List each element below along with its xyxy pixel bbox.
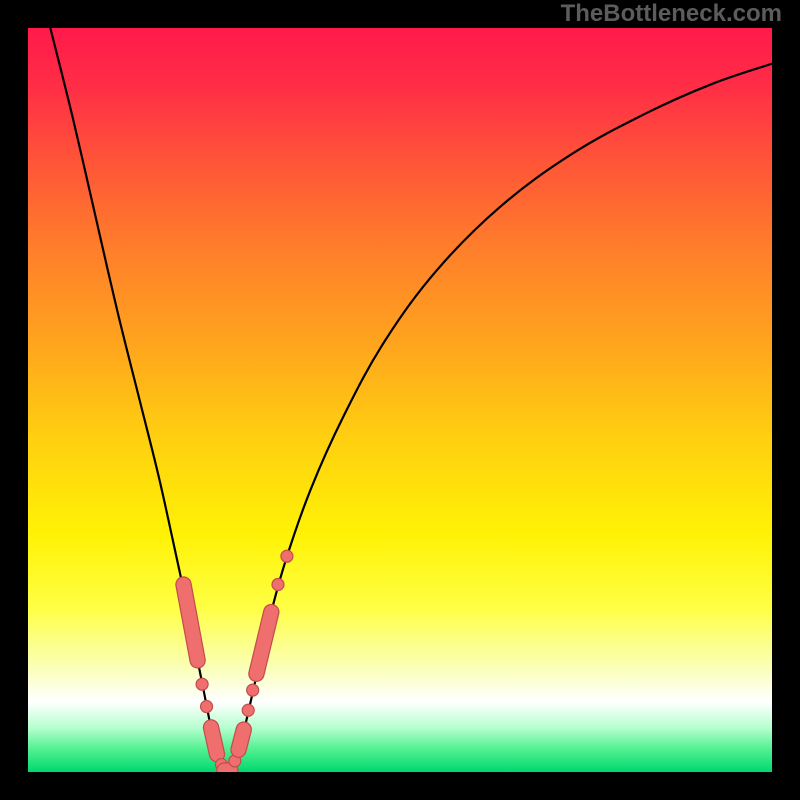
marker-dot — [247, 684, 259, 696]
marker-dot — [201, 701, 213, 713]
marker-capsule — [239, 730, 244, 750]
curve-right-branch — [227, 64, 772, 772]
marker-dot — [242, 704, 254, 716]
marker-dot — [281, 550, 293, 562]
marker-capsule — [211, 727, 217, 754]
marker-group — [183, 550, 292, 770]
marker-capsule — [256, 612, 271, 674]
curve-layer — [28, 28, 772, 772]
watermark-text: TheBottleneck.com — [561, 0, 782, 28]
marker-capsule — [183, 585, 197, 661]
chart-container: TheBottleneck.com — [0, 0, 800, 800]
marker-dot — [272, 579, 284, 591]
plot-area — [28, 28, 772, 772]
marker-dot — [196, 678, 208, 690]
